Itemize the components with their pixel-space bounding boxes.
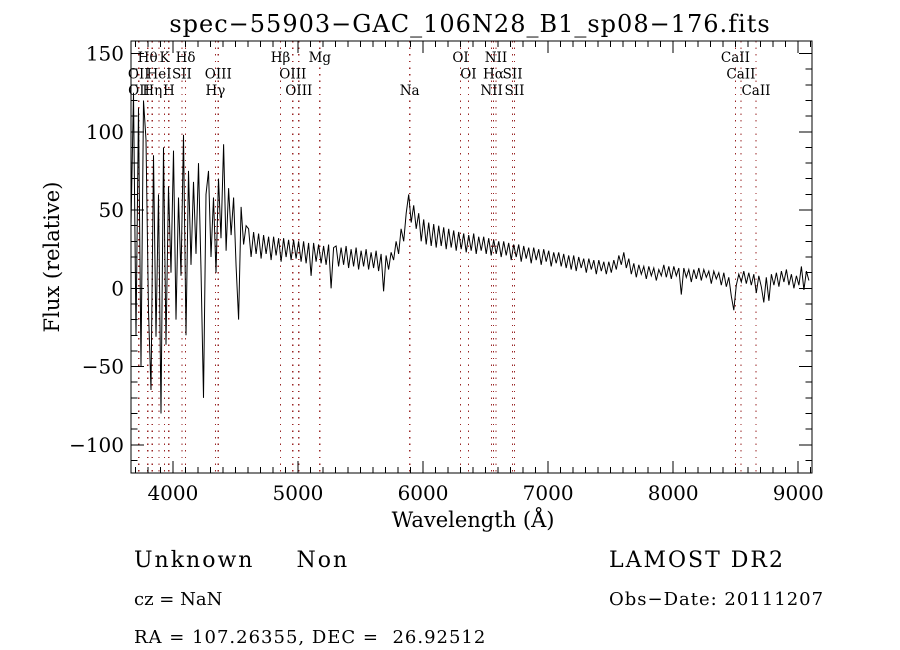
svg-text:OII: OII	[128, 67, 150, 83]
svg-text:K: K	[159, 50, 170, 66]
svg-text:OIII: OIII	[205, 67, 232, 83]
svg-text:4000: 4000	[147, 481, 198, 505]
svg-text:Hγ: Hγ	[205, 83, 225, 99]
svg-text:150: 150	[86, 42, 124, 66]
svg-text:NII: NII	[485, 50, 507, 66]
svg-text:−50: −50	[82, 355, 124, 379]
svg-text:100: 100	[86, 120, 124, 144]
survey-label: LAMOST DR2	[609, 548, 785, 573]
plot-title: spec−55903−GAC_106N28_B1_sp08−176.fits	[169, 10, 771, 38]
svg-text:Mg: Mg	[309, 50, 332, 66]
svg-text:5000: 5000	[273, 481, 324, 505]
ra-dec-line: RA = 107.26355, DEC = 26.92512	[134, 627, 487, 648]
svg-text:Hα: Hα	[483, 67, 504, 83]
svg-text:Hη: Hη	[142, 83, 162, 99]
svg-text:H: H	[163, 83, 175, 99]
classification-line: Unknown Non	[134, 548, 349, 573]
svg-text:SII: SII	[172, 67, 192, 83]
svg-text:6000: 6000	[398, 481, 449, 505]
svg-text:7000: 7000	[523, 481, 574, 505]
svg-text:OI: OI	[452, 50, 468, 66]
svg-text:OIII: OIII	[285, 83, 312, 99]
svg-text:9000: 9000	[773, 481, 824, 505]
svg-text:Na: Na	[400, 83, 420, 99]
svg-text:SII: SII	[503, 67, 523, 83]
obs-date-line: Obs−Date: 20111207	[609, 589, 825, 610]
svg-text:Hβ: Hβ	[271, 50, 291, 66]
subclass-value: Non	[296, 548, 350, 573]
svg-text:OIII: OIII	[279, 67, 306, 83]
svg-text:Hδ: Hδ	[176, 50, 196, 66]
class-value: Unknown	[134, 548, 255, 573]
svg-text:OI: OI	[460, 67, 476, 83]
svg-text:−100: −100	[69, 433, 124, 457]
svg-text:CaII: CaII	[726, 67, 755, 83]
svg-text:CaII: CaII	[741, 83, 770, 99]
svg-text:0: 0	[111, 276, 124, 300]
svg-text:8000: 8000	[648, 481, 699, 505]
svg-text:NII: NII	[480, 83, 502, 99]
svg-text:SII: SII	[505, 83, 525, 99]
svg-text:HeI: HeI	[146, 67, 171, 83]
svg-text:Hθ: Hθ	[138, 50, 158, 66]
svg-text:50: 50	[99, 198, 124, 222]
x-axis-label: Wavelength (Å)	[391, 508, 555, 532]
cz-line: cz = NaN	[134, 589, 223, 610]
y-axis-label: Flux (relative)	[40, 181, 64, 333]
svg-text:CaII: CaII	[721, 50, 750, 66]
